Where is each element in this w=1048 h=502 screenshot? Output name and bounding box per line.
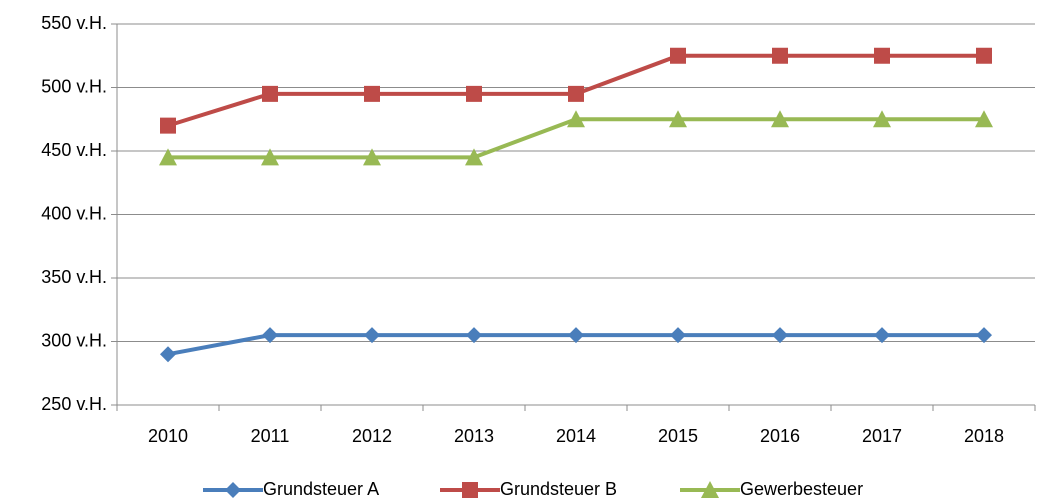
x-tick-label: 2014	[556, 426, 596, 446]
marker	[771, 110, 789, 128]
marker	[873, 110, 891, 128]
marker	[262, 85, 278, 102]
marker	[670, 47, 686, 64]
y-tick-label: 450 v.H.	[41, 140, 107, 160]
marker	[160, 117, 176, 134]
marker	[975, 110, 993, 128]
y-tick-label: 400 v.H.	[41, 203, 107, 223]
marker	[225, 482, 241, 498]
y-tick-label: 500 v.H.	[41, 76, 107, 96]
x-tick-label: 2017	[862, 426, 902, 446]
legend-label: Grundsteuer A	[263, 479, 379, 499]
marker	[567, 110, 585, 128]
x-tick-label: 2011	[251, 426, 290, 446]
marker	[462, 482, 478, 498]
marker	[669, 110, 687, 128]
x-tick-label: 2016	[760, 426, 800, 446]
legend-label: Grundsteuer B	[500, 479, 617, 499]
marker	[465, 148, 483, 166]
marker	[701, 481, 719, 498]
marker	[874, 327, 890, 344]
marker	[976, 47, 992, 64]
marker	[160, 346, 176, 363]
marker	[466, 85, 482, 102]
marker	[874, 47, 890, 64]
marker	[568, 85, 584, 102]
y-tick-label: 300 v.H.	[41, 330, 107, 350]
marker	[568, 327, 584, 344]
marker	[159, 148, 177, 166]
x-tick-label: 2015	[658, 426, 698, 446]
marker	[262, 327, 278, 344]
marker	[364, 327, 380, 344]
marker	[772, 47, 788, 64]
y-tick-label: 350 v.H.	[41, 267, 107, 287]
marker	[364, 85, 380, 102]
marker	[363, 148, 381, 166]
marker	[976, 327, 992, 344]
marker	[261, 148, 279, 166]
y-tick-label: 550 v.H.	[41, 13, 107, 33]
marker	[772, 327, 788, 344]
x-tick-label: 2018	[964, 426, 1004, 446]
x-tick-label: 2010	[148, 426, 188, 446]
marker	[466, 327, 482, 344]
x-tick-label: 2013	[454, 426, 494, 446]
y-tick-label: 250 v.H.	[41, 394, 107, 414]
legend-label: Gewerbesteuer	[740, 479, 863, 499]
marker	[670, 327, 686, 344]
x-tick-label: 2012	[352, 426, 392, 446]
